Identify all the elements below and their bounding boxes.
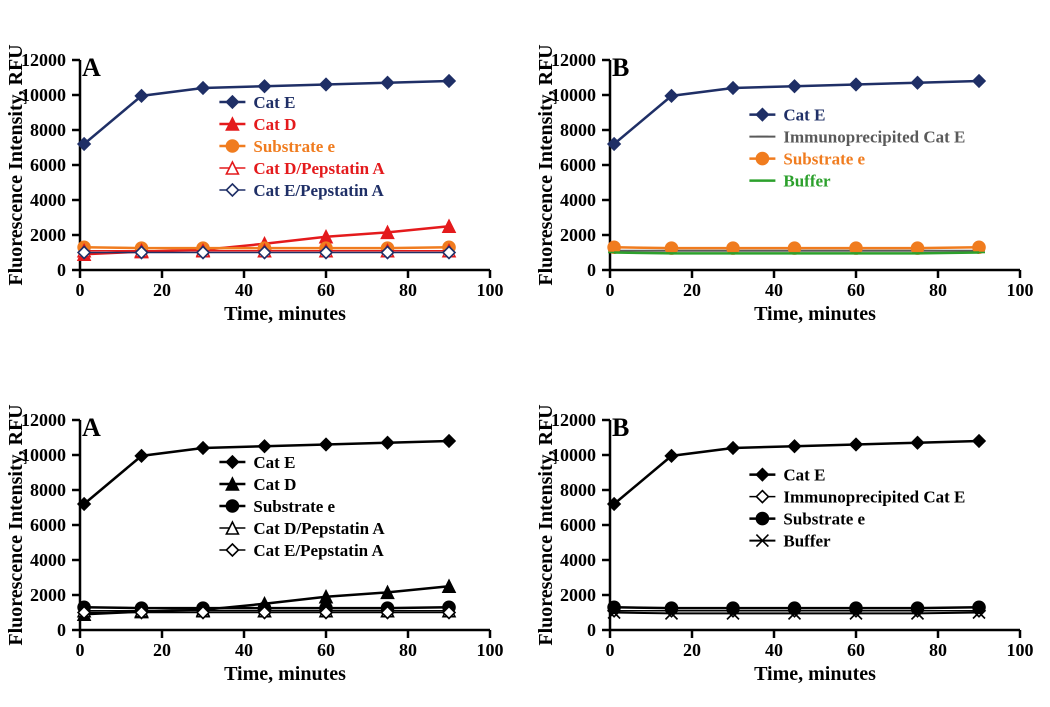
svg-text:6000: 6000 [560, 515, 596, 535]
svg-text:Fluorescence Intensity, RFU: Fluorescence Intensity, RFU [5, 404, 27, 645]
svg-text:B: B [612, 413, 629, 442]
svg-text:8000: 8000 [30, 120, 66, 140]
svg-text:Cat D: Cat D [253, 475, 296, 494]
svg-text:Cat D/Pepstatin A: Cat D/Pepstatin A [253, 519, 385, 538]
svg-text:4000: 4000 [560, 190, 596, 210]
svg-text:Cat E: Cat E [253, 93, 295, 112]
svg-text:4000: 4000 [30, 190, 66, 210]
svg-text:12000: 12000 [21, 410, 66, 430]
svg-text:12000: 12000 [551, 410, 596, 430]
svg-text:12000: 12000 [21, 50, 66, 70]
svg-text:Time, minutes: Time, minutes [224, 303, 346, 325]
svg-text:10000: 10000 [551, 445, 596, 465]
svg-text:2000: 2000 [560, 225, 596, 245]
svg-text:100: 100 [477, 640, 504, 660]
chart-panel-B_bot: 0 20 40 60 80 100 0 2000 4000 6000 8000 10000 12000 T… [530, 360, 1040, 700]
svg-text:10000: 10000 [551, 85, 596, 105]
svg-text:60: 60 [317, 640, 335, 660]
svg-text:4000: 4000 [560, 550, 596, 570]
svg-text:40: 40 [765, 280, 783, 300]
svg-text:0: 0 [587, 260, 596, 280]
svg-text:Fluorescence Intensity, RFU: Fluorescence Intensity, RFU [5, 44, 27, 285]
svg-text:40: 40 [765, 640, 783, 660]
svg-text:Substrate e: Substrate e [253, 497, 335, 516]
svg-text:100: 100 [1007, 280, 1034, 300]
svg-text:Fluorescence Intensity, RFU: Fluorescence Intensity, RFU [535, 404, 557, 645]
svg-text:80: 80 [399, 640, 417, 660]
svg-text:Substrate e: Substrate e [253, 137, 335, 156]
svg-text:Immunoprecipited Cat E: Immunoprecipited Cat E [783, 488, 965, 507]
svg-text:20: 20 [683, 640, 701, 660]
chart-panel-A_bot: 0 20 40 60 80 100 0 2000 4000 6000 8000 10000 12000 T… [0, 360, 510, 700]
svg-text:60: 60 [317, 280, 335, 300]
svg-text:2000: 2000 [30, 585, 66, 605]
svg-text:40: 40 [235, 640, 253, 660]
svg-text:80: 80 [929, 280, 947, 300]
svg-text:0: 0 [57, 260, 66, 280]
svg-text:10000: 10000 [21, 85, 66, 105]
svg-text:Cat E: Cat E [783, 106, 825, 125]
svg-text:20: 20 [153, 640, 171, 660]
svg-text:Buffer: Buffer [783, 172, 831, 191]
svg-text:20: 20 [683, 280, 701, 300]
svg-text:Time, minutes: Time, minutes [754, 303, 876, 325]
svg-text:A: A [82, 413, 101, 442]
svg-text:0: 0 [606, 640, 615, 660]
svg-text:60: 60 [847, 280, 865, 300]
svg-text:6000: 6000 [30, 155, 66, 175]
svg-text:2000: 2000 [560, 585, 596, 605]
svg-text:0: 0 [76, 280, 85, 300]
svg-text:8000: 8000 [30, 480, 66, 500]
svg-text:Cat D/Pepstatin A: Cat D/Pepstatin A [253, 159, 385, 178]
svg-text:10000: 10000 [21, 445, 66, 465]
chart-panel-A_top: 0 20 40 60 80 100 0 2000 4000 6000 8000 10000 12000 T… [0, 0, 510, 340]
svg-text:Buffer: Buffer [783, 532, 831, 551]
svg-text:80: 80 [399, 280, 417, 300]
svg-text:Cat E/Pepstatin A: Cat E/Pepstatin A [253, 181, 384, 200]
chart-panel-B_top: 0 20 40 60 80 100 0 2000 4000 6000 8000 10000 12000 T… [530, 0, 1040, 340]
svg-text:6000: 6000 [560, 155, 596, 175]
svg-text:80: 80 [929, 640, 947, 660]
svg-text:8000: 8000 [560, 480, 596, 500]
svg-text:Cat D: Cat D [253, 115, 296, 134]
svg-text:Cat E: Cat E [253, 453, 295, 472]
svg-text:40: 40 [235, 280, 253, 300]
svg-text:Time, minutes: Time, minutes [754, 663, 876, 685]
svg-text:100: 100 [1007, 640, 1034, 660]
svg-text:0: 0 [76, 640, 85, 660]
svg-text:Time, minutes: Time, minutes [224, 663, 346, 685]
svg-text:6000: 6000 [30, 515, 66, 535]
svg-text:0: 0 [606, 280, 615, 300]
svg-text:Substrate e: Substrate e [783, 510, 865, 529]
svg-text:8000: 8000 [560, 120, 596, 140]
svg-text:0: 0 [587, 620, 596, 640]
svg-text:B: B [612, 53, 629, 82]
svg-text:60: 60 [847, 640, 865, 660]
svg-text:Immunoprecipited Cat E: Immunoprecipited Cat E [783, 128, 965, 147]
svg-text:A: A [82, 53, 101, 82]
svg-text:Substrate e: Substrate e [783, 150, 865, 169]
svg-text:4000: 4000 [30, 550, 66, 570]
svg-text:0: 0 [57, 620, 66, 640]
svg-text:20: 20 [153, 280, 171, 300]
svg-text:Cat E: Cat E [783, 466, 825, 485]
svg-text:Cat E/Pepstatin A: Cat E/Pepstatin A [253, 541, 384, 560]
svg-text:2000: 2000 [30, 225, 66, 245]
svg-text:100: 100 [477, 280, 504, 300]
svg-text:Fluorescence Intensity, RFU: Fluorescence Intensity, RFU [535, 44, 557, 285]
svg-text:12000: 12000 [551, 50, 596, 70]
